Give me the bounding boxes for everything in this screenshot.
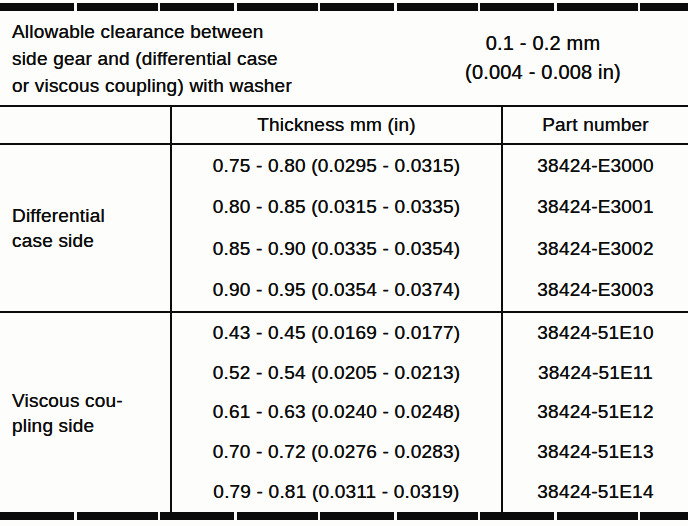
table-bottom-rule [0, 512, 688, 520]
thickness-cell: 0.43 - 0.45 (0.0169 - 0.0177) [172, 313, 503, 353]
group-label: Viscous cou- pling side [0, 313, 172, 512]
table-top-rule [0, 3, 688, 11]
clearance-spec-label: Allowable clearance between side gear an… [0, 14, 398, 103]
part-number-cell: 38424-51E12 [503, 393, 688, 433]
part-number-cell: 38424-51E10 [503, 313, 688, 353]
table-row: 0.43 - 0.45 (0.0169 - 0.0177) 38424-51E1… [172, 313, 688, 353]
group-label: Differential case side [0, 145, 172, 311]
thickness-cell: 0.90 - 0.95 (0.0354 - 0.0374) [172, 270, 503, 312]
table-section: Viscous cou- pling side 0.43 - 0.45 (0.0… [0, 311, 688, 512]
part-number-cell: 38424-51E14 [503, 472, 688, 512]
table-header-row: Thickness mm (in) Part number [0, 107, 688, 145]
thickness-cell: 0.79 - 0.81 (0.0311 - 0.0319) [172, 472, 503, 512]
thickness-column-header: Thickness mm (in) [172, 107, 503, 143]
part-number-cell: 38424-E3003 [503, 270, 688, 312]
part-number-cell: 38424-51E13 [503, 432, 688, 472]
header-spacer-cell [0, 107, 172, 143]
part-number-cell: 38424-E3000 [503, 145, 688, 187]
thickness-cell: 0.80 - 0.85 (0.0315 - 0.0335) [172, 187, 503, 229]
part-number-column-header: Part number [503, 107, 688, 143]
part-number-cell: 38424-E3002 [503, 228, 688, 270]
group-rows: 0.75 - 0.80 (0.0295 - 0.0315) 38424-E300… [172, 145, 688, 311]
part-number-cell: 38424-51E11 [503, 353, 688, 393]
table-row: 0.79 - 0.81 (0.0311 - 0.0319) 38424-51E1… [172, 472, 688, 512]
table-row: 0.85 - 0.90 (0.0335 - 0.0354) 38424-E300… [172, 228, 688, 270]
table-row: 0.52 - 0.54 (0.0205 - 0.0213) 38424-51E1… [172, 353, 688, 393]
table-section: Differential case side 0.75 - 0.80 (0.02… [0, 145, 688, 311]
thickness-cell: 0.85 - 0.90 (0.0335 - 0.0354) [172, 228, 503, 270]
thickness-cell: 0.52 - 0.54 (0.0205 - 0.0213) [172, 353, 503, 393]
table-row: 0.70 - 0.72 (0.0276 - 0.0283) 38424-51E1… [172, 432, 688, 472]
clearance-spec-value: 0.1 - 0.2 mm (0.004 - 0.008 in) [398, 29, 688, 87]
table-body: Differential case side 0.75 - 0.80 (0.02… [0, 145, 688, 512]
table-row: 0.75 - 0.80 (0.0295 - 0.0315) 38424-E300… [172, 145, 688, 187]
part-number-cell: 38424-E3001 [503, 187, 688, 229]
thickness-cell: 0.75 - 0.80 (0.0295 - 0.0315) [172, 145, 503, 187]
group-rows: 0.43 - 0.45 (0.0169 - 0.0177) 38424-51E1… [172, 313, 688, 512]
clearance-spec-row: Allowable clearance between side gear an… [0, 11, 688, 107]
thickness-cell: 0.70 - 0.72 (0.0276 - 0.0283) [172, 432, 503, 472]
table-row: 0.90 - 0.95 (0.0354 - 0.0374) 38424-E300… [172, 270, 688, 312]
table-row: 0.80 - 0.85 (0.0315 - 0.0335) 38424-E300… [172, 187, 688, 229]
scanned-spec-table-page: Allowable clearance between side gear an… [0, 0, 688, 526]
thickness-cell: 0.61 - 0.63 (0.0240 - 0.0248) [172, 393, 503, 433]
table-row: 0.61 - 0.63 (0.0240 - 0.0248) 38424-51E1… [172, 393, 688, 433]
